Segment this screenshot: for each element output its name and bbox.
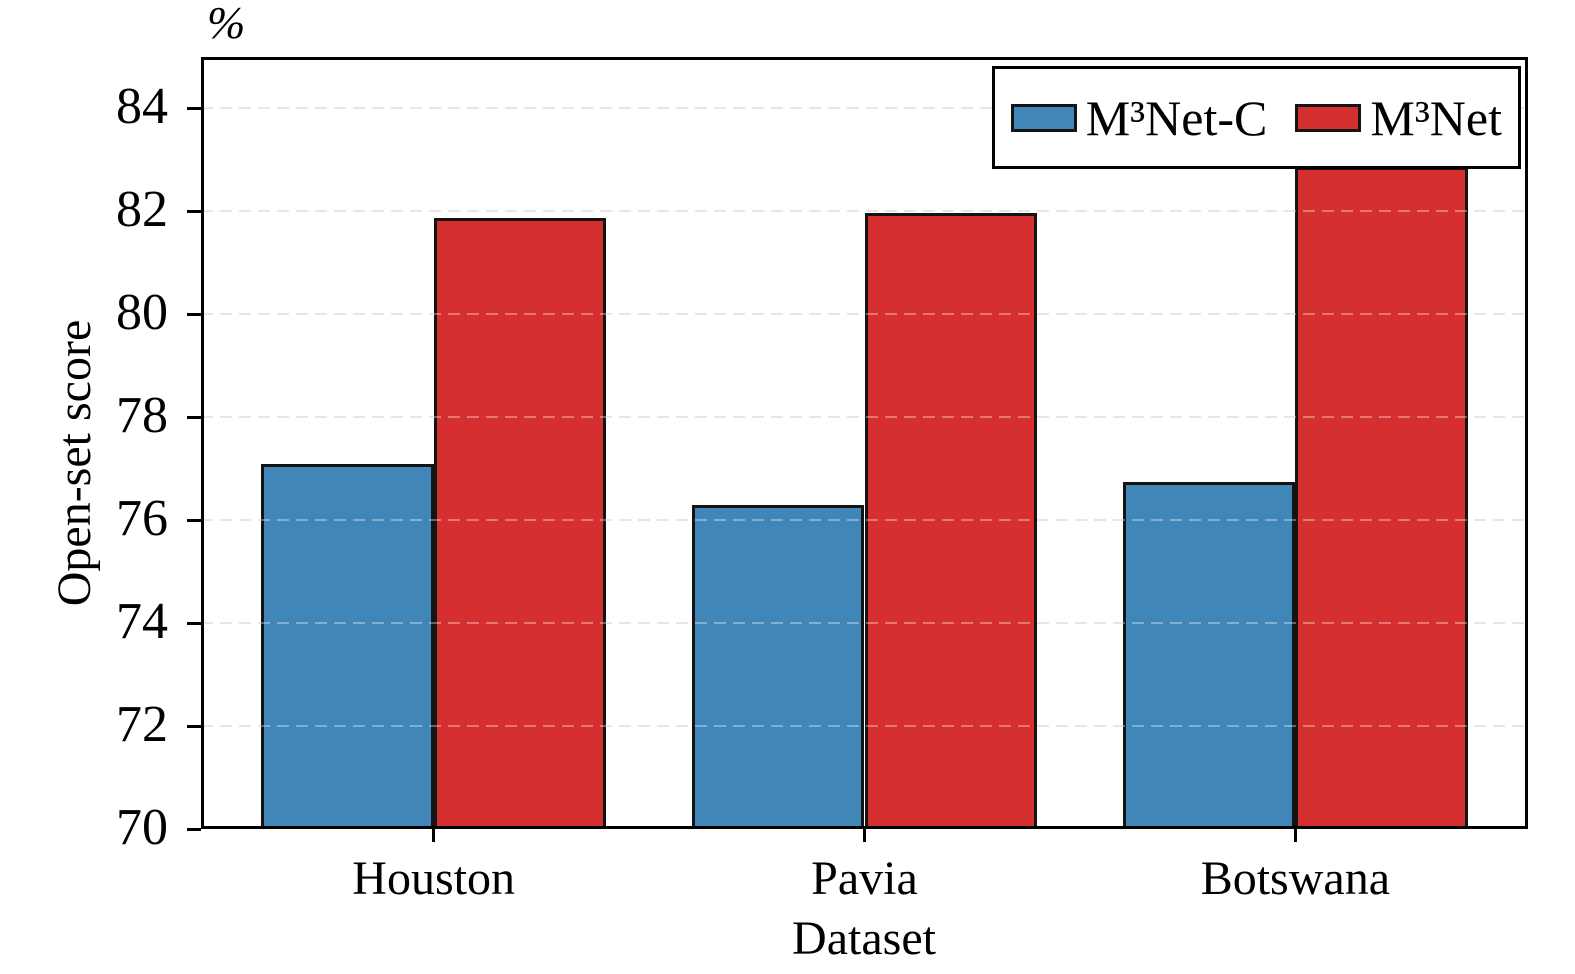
- gridlines-overlay-layer: [201, 57, 1528, 829]
- x-axis-label: Dataset: [792, 912, 936, 965]
- y-tick-mark-70: [187, 827, 201, 831]
- legend-item-m-net: M³Net: [1295, 93, 1502, 143]
- y-tick-label-76: 76: [116, 490, 168, 548]
- y-tick-label-72: 72: [116, 696, 168, 754]
- bars-layer: [201, 57, 1528, 829]
- y-tick-mark-78: [187, 415, 201, 419]
- legend-item-m-net-c: M³Net-C: [1010, 89, 1268, 146]
- legend: M³Net-C M³Net: [991, 66, 1521, 169]
- legend-label-m-net: M³Net: [1370, 89, 1502, 146]
- gridline-78: [201, 416, 1528, 419]
- y-tick-mark-82: [187, 209, 201, 213]
- y-tick-mark-74: [187, 621, 201, 625]
- legend-swatch-m-net-c: [1010, 103, 1077, 132]
- bar-m-net-pavia: [864, 212, 1037, 829]
- y-axis-label: Open-set score: [48, 319, 101, 607]
- gridline-80: [201, 313, 1528, 316]
- y-tick-label-84: 84: [116, 78, 168, 136]
- legend-swatch-m-net: [1295, 103, 1362, 132]
- gridline-84: [201, 107, 1528, 110]
- y-tick-mark-80: [187, 312, 201, 316]
- gridline-72: [201, 725, 1528, 728]
- y-tick-mark-76: [187, 518, 201, 522]
- y-axis-unit-label: %: [207, 0, 246, 48]
- bar-m-net-botswana: [1295, 166, 1468, 829]
- legend-label-m-net-c: M³Net-C: [1085, 89, 1268, 146]
- gridline-84: [201, 107, 1528, 110]
- y-tick-label-82: 82: [116, 181, 168, 239]
- gridline-74: [201, 622, 1528, 625]
- bar-m-net-c-botswana: [1123, 481, 1296, 829]
- bar-m-net-c-houston: [261, 463, 434, 829]
- y-tick-label-80: 80: [116, 284, 168, 342]
- x-tick-mark-pavia: [863, 829, 866, 842]
- y-tick-label-70: 70: [116, 798, 168, 856]
- y-tick-label-78: 78: [116, 387, 168, 445]
- x-category-label-botswana: Botswana: [1200, 852, 1390, 905]
- gridline-82: [201, 210, 1528, 213]
- plot-area: M³Net-C M³Net: [201, 57, 1528, 829]
- x-tick-mark-houston: [432, 829, 436, 842]
- y-tick-mark-72: [187, 724, 201, 728]
- y-tick-mark-84: [187, 106, 201, 110]
- gridline-76: [201, 519, 1528, 522]
- y-tick-label-74: 74: [116, 593, 168, 651]
- x-tick-mark-botswana: [1293, 829, 1297, 842]
- x-category-label-pavia: Pavia: [811, 852, 918, 905]
- x-category-label-houston: Houston: [352, 852, 515, 905]
- bar-m-net-houston: [433, 217, 606, 829]
- bar-m-net-c-pavia: [692, 504, 865, 829]
- gridline-82: [201, 210, 1528, 213]
